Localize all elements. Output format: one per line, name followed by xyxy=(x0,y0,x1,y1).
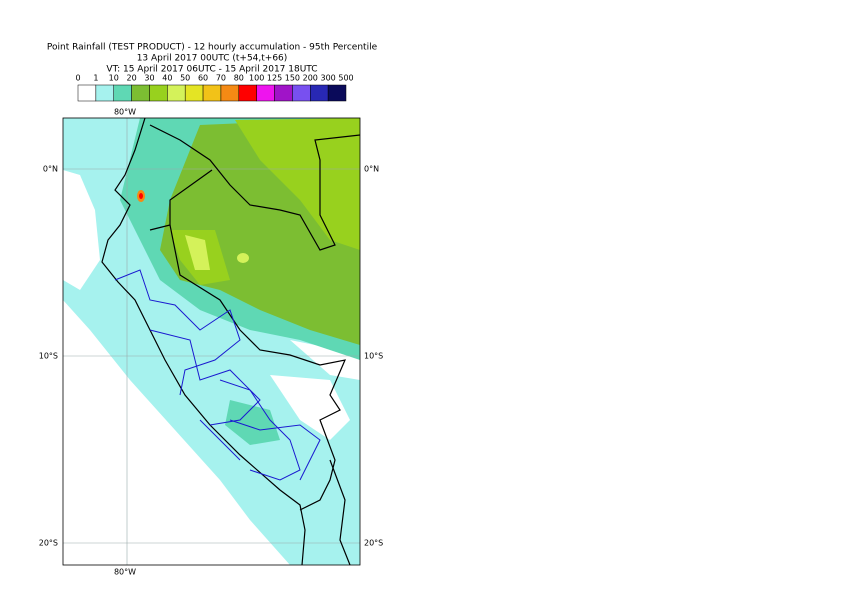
legend-swatch xyxy=(220,84,240,102)
run-time: 13 April 2017 00UTC (t+54,t+66) xyxy=(137,54,288,64)
legend-tick-label: 40 xyxy=(162,74,172,83)
lat-label: 20°S xyxy=(39,539,58,548)
lon-label: 80°W xyxy=(114,108,136,117)
lat-label: 10°S xyxy=(39,352,58,361)
legend-swatch xyxy=(167,84,186,102)
lat-label: 10°S xyxy=(364,352,383,361)
legend-swatch xyxy=(274,84,293,102)
legend-swatch xyxy=(202,84,222,102)
legend-swatch xyxy=(327,84,347,102)
peak-core xyxy=(139,193,143,199)
legend-tick-label: 70 xyxy=(216,74,226,83)
valid-time: VT: 15 April 2017 06UTC - 15 April 2017 … xyxy=(106,65,317,75)
legend-swatch xyxy=(131,84,150,102)
legend-swatch xyxy=(292,84,311,102)
legend-tick-label: 50 xyxy=(180,74,190,83)
legend-swatch xyxy=(149,84,168,102)
legend-tick-label: 125 xyxy=(267,74,282,83)
graticule xyxy=(63,118,360,565)
legend-swatch xyxy=(310,84,329,102)
legend-swatch xyxy=(113,84,132,102)
legend-tick-label: 200 xyxy=(303,74,318,83)
legend-tick-label: 10 xyxy=(109,74,119,83)
regions xyxy=(114,269,321,481)
legend-swatch xyxy=(77,84,97,102)
legend-tick-label: 80 xyxy=(234,74,244,83)
legend-tick-label: 0 xyxy=(75,74,80,83)
legend-swatch xyxy=(256,84,275,102)
legend-swatch xyxy=(95,84,114,102)
title: Point Rainfall (TEST PRODUCT) - 12 hourl… xyxy=(47,43,378,53)
coast-and-borders xyxy=(101,118,360,565)
lat-label: 0°N xyxy=(364,165,379,174)
heavy-areas xyxy=(185,235,249,270)
dry-areas xyxy=(63,170,360,565)
legend-swatch xyxy=(238,84,257,102)
lon-label: 80°W xyxy=(114,568,136,577)
legend-tick-label: 300 xyxy=(320,74,335,83)
legend-tick-label: 30 xyxy=(144,74,154,83)
map-frame xyxy=(62,117,361,566)
lat-label: 20°S xyxy=(364,539,383,548)
legend: 0 1 10 20 30 40 50 60 70 80 100 125 150 200 300 500 xyxy=(75,74,354,102)
legend-swatch xyxy=(184,84,204,102)
legend-tick-label: 20 xyxy=(127,74,137,83)
legend-tick-label: 500 xyxy=(338,74,353,83)
legend-tick-label: 100 xyxy=(249,74,264,83)
legend-tick-label: 150 xyxy=(285,74,300,83)
map xyxy=(63,118,360,565)
lat-label: 0°N xyxy=(43,165,58,174)
legend-tick-label: 60 xyxy=(198,74,208,83)
legend-tick-label: 1 xyxy=(93,74,98,83)
